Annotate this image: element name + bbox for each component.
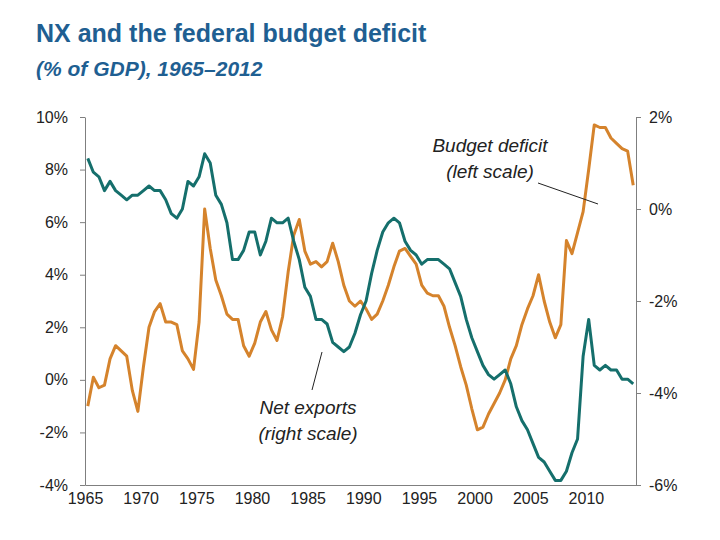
annotation-leader xyxy=(538,183,598,204)
tick-label: 1990 xyxy=(346,490,382,507)
tick-label: -4% xyxy=(40,477,68,494)
tick-mark xyxy=(80,170,85,171)
tick-label: 4% xyxy=(45,266,68,283)
tick-label: 1985 xyxy=(290,490,326,507)
tick-mark xyxy=(80,432,85,433)
tick: 10% xyxy=(36,109,85,126)
tick-label: 1995 xyxy=(402,490,438,507)
tick-label: 10% xyxy=(36,109,68,126)
tick-label: 1980 xyxy=(235,490,271,507)
data-line xyxy=(88,125,633,430)
tick: 1965 xyxy=(68,485,104,507)
tick-label: -2% xyxy=(649,293,677,310)
tick-label: 8% xyxy=(45,161,68,178)
annotation-leader xyxy=(312,352,322,390)
tick-label: 0% xyxy=(45,371,68,388)
chart-container: NX and the federal budget deficit (% of G… xyxy=(0,0,720,540)
chart-svg: NX and the federal budget deficit (% of G… xyxy=(0,0,720,540)
tick-mark xyxy=(80,485,85,486)
tick-label: 1970 xyxy=(123,490,159,507)
tick: -6% xyxy=(636,477,677,494)
tick-mark xyxy=(636,393,641,394)
y-axis-line xyxy=(85,118,86,486)
tick-label: 2010 xyxy=(569,490,605,507)
tick: 1985 xyxy=(290,485,326,507)
data-line xyxy=(88,154,633,481)
tick-mark xyxy=(636,209,641,210)
tick-label: 1965 xyxy=(68,490,104,507)
tick-label: 2005 xyxy=(513,490,549,507)
tick: 1990 xyxy=(346,485,382,507)
tick-label: 2% xyxy=(649,109,672,126)
tick: -2% xyxy=(40,424,85,441)
tick: -4% xyxy=(40,477,85,494)
tick: 2010 xyxy=(569,485,605,507)
tick-label: 6% xyxy=(45,214,68,231)
tick-label: 2000 xyxy=(457,490,493,507)
x-axis: 1965 1970 1975 1980 1985 1990 1995 2000 2005 2010 xyxy=(68,485,637,507)
tick-label: 1975 xyxy=(179,490,215,507)
tick: 4% xyxy=(45,266,85,283)
title: NX and the federal budget deficit xyxy=(36,19,427,47)
plot-area xyxy=(88,125,633,481)
tick: -4% xyxy=(636,385,677,402)
x-axis-line xyxy=(86,485,637,486)
tick-label: 2% xyxy=(45,319,68,336)
annotation: (right scale) xyxy=(258,423,357,444)
annotation: (left scale) xyxy=(446,161,534,182)
tick: 1970 xyxy=(123,485,159,507)
tick: 6% xyxy=(45,214,85,231)
tick: 2000 xyxy=(457,485,493,507)
tick: 0% xyxy=(636,201,672,218)
tick: 8% xyxy=(45,161,85,178)
tick-mark xyxy=(80,380,85,381)
tick-label: -6% xyxy=(649,477,677,494)
tick-mark xyxy=(80,222,85,223)
tick: 0% xyxy=(45,371,85,388)
tick: 1980 xyxy=(235,485,271,507)
tick-label: -4% xyxy=(649,385,677,402)
tick: 1995 xyxy=(402,485,438,507)
tick: -2% xyxy=(636,293,677,310)
tick: 2005 xyxy=(513,485,549,507)
tick: 2% xyxy=(45,319,85,336)
tick-label: 0% xyxy=(649,201,672,218)
tick-label: -2% xyxy=(40,424,68,441)
tick-mark xyxy=(80,275,85,276)
tick-mark xyxy=(80,327,85,328)
tick-mark xyxy=(80,117,85,118)
tick: 2% xyxy=(636,109,672,126)
tick: 1975 xyxy=(179,485,215,507)
y2-axis: -6% -4% -2% 0% 2% xyxy=(636,109,677,494)
tick-mark xyxy=(636,301,641,302)
annotation: Budget deficit xyxy=(432,135,548,156)
tick-mark xyxy=(636,485,641,486)
tick-mark xyxy=(636,117,641,118)
subtitle: (% of GDP), 1965–2012 xyxy=(36,57,263,80)
annotation: Net exports xyxy=(259,397,357,418)
annotations: Budget deficit (left scale) Net exports (ri… xyxy=(258,135,598,444)
y-axis: -4% -2% 0% 2% 4% 6% 8% 10% xyxy=(36,109,86,494)
